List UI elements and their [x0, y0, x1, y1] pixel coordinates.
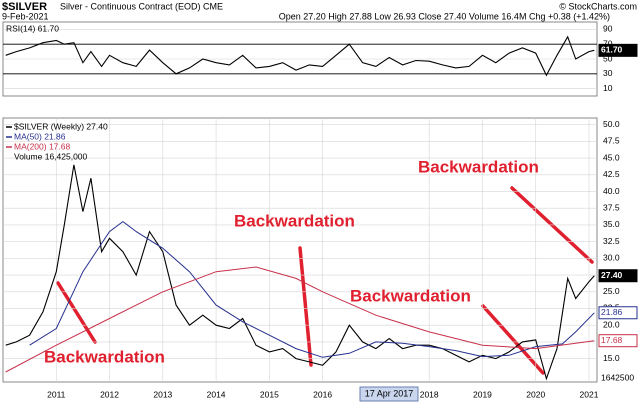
legend-label: MA(50) 21.86 — [14, 131, 66, 141]
series-line — [5, 35, 595, 77]
last-value-box — [598, 306, 638, 320]
y-tick-label: 37.5 — [603, 202, 620, 212]
y-tick-label: 15.0 — [603, 353, 620, 363]
y-tick-label: 70 — [603, 38, 613, 48]
x-tick-label: 2014 — [207, 389, 226, 399]
y-tick-label: 45.0 — [603, 152, 620, 162]
series-line — [29, 220, 595, 358]
price-panel — [2, 117, 598, 383]
arrow — [298, 246, 313, 367]
date: 9-Feb-2021 — [2, 11, 49, 21]
x-tick-label: 2013 — [153, 389, 172, 399]
arrow — [56, 281, 97, 344]
symbol: $SILVER — [2, 1, 47, 13]
last-value-label: 21.86 — [601, 307, 623, 317]
x-tick-label: 2015 — [260, 389, 279, 399]
x-tick-label: 2011 — [47, 389, 66, 399]
annotation: Backwardation — [44, 347, 165, 366]
annotation: Backwardation — [350, 286, 471, 305]
cursor-box — [359, 386, 419, 402]
y-tick-label: 30 — [603, 68, 613, 78]
panel-title: RSI(14) 61.70 — [6, 23, 59, 33]
last-value-box — [598, 43, 638, 57]
cursor-label: 17 Apr 2017 — [365, 388, 414, 398]
y-tick-label: 10 — [603, 83, 613, 93]
source: © StockCharts.com — [559, 1, 637, 11]
x-tick-label: 2021 — [580, 389, 599, 399]
y-tick-label: 30.0 — [603, 253, 620, 263]
y-tick-label: 40.0 — [603, 186, 620, 196]
x-tick-label: 2018 — [420, 389, 439, 399]
y-tick-label: 47.5 — [603, 136, 620, 146]
last-value-box — [598, 334, 638, 348]
y-tick-label: 25.0 — [603, 286, 620, 296]
series-line — [5, 266, 595, 373]
series-line — [5, 164, 595, 381]
x-tick-label: 2019 — [473, 389, 492, 399]
volume-label: 1642500 — [601, 372, 634, 382]
last-value-label: 27.40 — [601, 270, 623, 280]
x-tick-label: 2016 — [313, 389, 332, 399]
y-tick-label: 50 — [603, 53, 613, 63]
annotation: Backwardation — [418, 157, 539, 176]
last-value-box — [598, 269, 638, 283]
x-tick-label: 2020 — [526, 389, 545, 399]
x-tick-label: 2012 — [100, 389, 119, 399]
y-tick-label: 90 — [603, 24, 613, 34]
y-tick-label: 35.0 — [603, 219, 620, 229]
legend-label: Volume 16,425,000 — [14, 151, 88, 161]
y-tick-label: 32.5 — [603, 236, 620, 246]
annotation: Backwardation — [234, 211, 355, 230]
y-tick-label: 20.0 — [603, 319, 620, 329]
last-value-label: 17.68 — [601, 335, 623, 345]
last-value-label: 61.70 — [601, 45, 623, 55]
y-tick-label: 42.5 — [603, 169, 620, 179]
instrument: Silver - Continuous Contract (EOD) CME — [60, 1, 223, 11]
y-tick-label: 50.0 — [603, 119, 620, 129]
arrow — [481, 304, 545, 375]
legend-label: $SILVER (Weekly) 27.40 — [14, 121, 108, 131]
legend-label: MA(200) 17.68 — [14, 141, 70, 151]
quote: Open 27.20 High 27.88 Low 26.93 Close 27… — [279, 11, 610, 21]
